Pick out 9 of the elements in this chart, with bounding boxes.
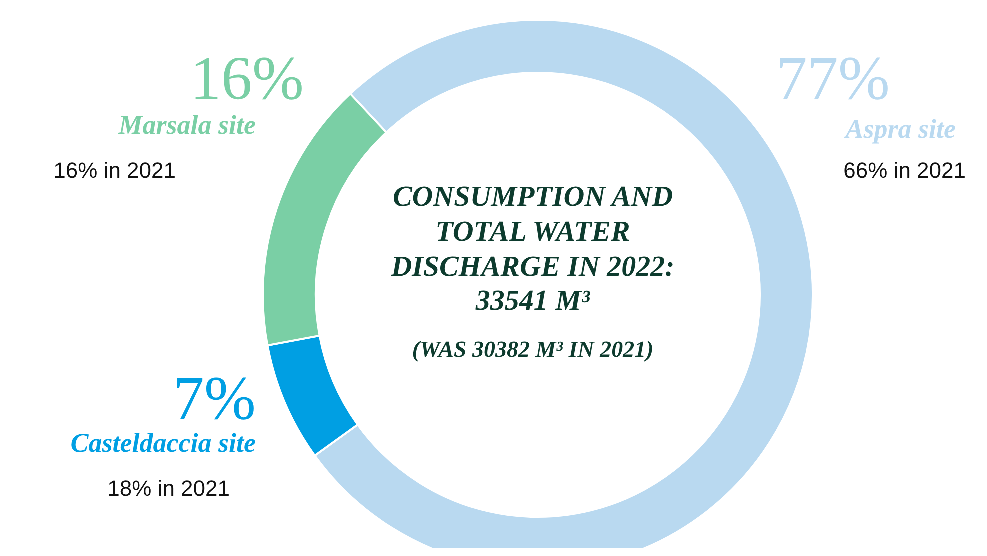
text: 18% in 2021 — [108, 476, 230, 502]
text: 16% in 2021 — [54, 158, 176, 184]
text: 66% in 2021 — [844, 158, 966, 184]
data-label: 77% — [776, 45, 890, 113]
text: CONSUMPTION AND TOTAL WATER DISCHARGE IN 2022: 33541 M³ — [390, 180, 676, 320]
text: (WAS 30382 M³ IN 2021) — [411, 337, 655, 364]
data-label: 16% — [190, 45, 304, 113]
slice-label: Aspra site — [846, 114, 956, 144]
slice-label: Marsala site — [118, 110, 256, 140]
